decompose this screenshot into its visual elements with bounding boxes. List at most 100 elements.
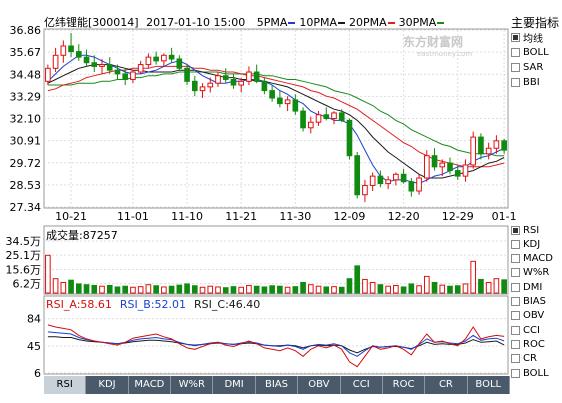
checkbox[interactable]: [511, 47, 520, 57]
volume-bar: [269, 285, 275, 294]
tab-roc[interactable]: ROC: [382, 376, 426, 394]
tab-boll[interactable]: BOLL: [467, 376, 510, 394]
checkbox[interactable]: [511, 368, 520, 378]
indicator-option-sar[interactable]: SAR: [511, 61, 543, 73]
candle-body: [431, 155, 438, 168]
indicator-option-label: CCI: [523, 324, 540, 336]
price-tick-label: 27.34: [10, 201, 42, 214]
candle-body: [246, 71, 252, 82]
volume-bar: [45, 254, 51, 294]
candle-body: [277, 97, 283, 105]
checkbox[interactable]: [511, 311, 520, 321]
indicator-option-dmi[interactable]: DMI: [511, 281, 542, 293]
checkbox[interactable]: [511, 239, 520, 249]
ma-legend-item: 10PMA: [299, 16, 346, 29]
checkbox[interactable]: [511, 339, 520, 349]
tab-obv[interactable]: OBV: [298, 376, 341, 394]
volume-bar: [454, 285, 461, 294]
indicator-option-roc[interactable]: ROC: [511, 338, 545, 350]
indicator-option-label: RSI: [523, 224, 540, 236]
volume-bar: [400, 286, 407, 294]
tab-macd[interactable]: MACD: [128, 376, 172, 394]
candle-body: [462, 164, 469, 177]
candle-body: [454, 170, 461, 177]
candle-body: [176, 58, 183, 69]
rsi-tick-label: 6: [34, 367, 41, 380]
volume-bar: [238, 286, 245, 294]
checkbox[interactable]: [511, 62, 520, 72]
checkbox[interactable]: [511, 77, 520, 87]
indicator-option-boll[interactable]: BOLL: [511, 367, 549, 379]
indicator-option-bbi[interactable]: BBI: [511, 76, 540, 88]
tab-w-r[interactable]: W%R: [171, 376, 214, 394]
checkbox[interactable]: [511, 282, 520, 292]
volume-bar: [478, 278, 484, 294]
volume-bar: [315, 285, 322, 294]
tab-cr[interactable]: CR: [425, 376, 468, 394]
candle-body: [292, 99, 299, 112]
ma-legend-item: 5PMA: [257, 16, 297, 29]
ma-legend-swatch: [437, 22, 445, 24]
date-tick-label: 12-20: [388, 210, 420, 223]
date-tick-label: 11-01: [117, 210, 149, 223]
checkbox[interactable]: [511, 225, 520, 235]
checkbox[interactable]: [511, 254, 520, 264]
indicator-option-rsi[interactable]: RSI: [511, 224, 539, 236]
volume-bar: [253, 285, 260, 294]
checkbox[interactable]: [511, 354, 520, 364]
price-tick-label: 30.91: [10, 135, 42, 148]
indicator-option-cr[interactable]: CR: [511, 353, 537, 365]
indicator-option-w-r[interactable]: W%R: [511, 267, 549, 279]
checkbox[interactable]: [511, 32, 520, 42]
indicator-option-label: SAR: [523, 61, 544, 73]
ma-legend-label: 10PMA: [299, 16, 338, 29]
tab-dmi[interactable]: DMI: [213, 376, 256, 394]
candle-body: [439, 162, 446, 168]
volume-bar: [52, 278, 59, 294]
indicator-option-obv[interactable]: OBV: [511, 310, 544, 322]
indicator-option-cci[interactable]: CCI: [511, 324, 540, 336]
volume-bar: [137, 286, 144, 294]
checkbox[interactable]: [511, 297, 520, 306]
checkbox[interactable]: [511, 325, 520, 335]
indicator-option-macd[interactable]: MACD: [511, 253, 553, 265]
candle-body: [315, 114, 322, 123]
indicator-option-boll[interactable]: BOLL: [511, 46, 549, 58]
tab-bias[interactable]: BIAS: [255, 376, 299, 394]
volume-bar: [99, 285, 105, 294]
tab-kdj[interactable]: KDJ: [86, 376, 129, 394]
candle-body: [423, 155, 430, 179]
ma-legend-item: 20PMA: [349, 16, 396, 29]
candle-body: [99, 64, 105, 67]
candle-body: [393, 173, 399, 181]
candle-body: [75, 51, 82, 58]
candle-body: [346, 119, 353, 157]
tab-cci[interactable]: CCI: [340, 376, 383, 394]
stock-code: [300014]: [88, 16, 139, 29]
checkbox[interactable]: [511, 268, 520, 278]
price-tick-label: 33.29: [10, 90, 42, 103]
volume-bar: [277, 285, 283, 294]
price-tick-label: 34.48: [10, 68, 42, 81]
volume-bar: [60, 281, 67, 294]
price-tick-label: 28.53: [10, 179, 42, 192]
tab-rsi[interactable]: RSI: [44, 376, 87, 394]
indicator-title: 主要指标: [511, 16, 560, 30]
volume-bar: [501, 279, 507, 294]
candle-body: [83, 56, 90, 64]
volume-tick-label: 15.6万: [6, 263, 42, 276]
price-tick-label: 35.67: [10, 46, 42, 59]
volume-bar: [331, 286, 337, 294]
indicator-option--[interactable]: 均线: [511, 31, 543, 45]
indicator-option-bias[interactable]: BIAS: [511, 296, 546, 308]
date-tick-label: 12-09: [333, 210, 365, 223]
candle-body: [153, 56, 159, 62]
volume-bar: [130, 286, 136, 294]
date-tick-label: 11-10: [171, 210, 203, 223]
volume-bar: [423, 275, 430, 294]
price-tick-label: 29.72: [10, 157, 42, 170]
indicator-option-label: BOLL: [523, 46, 549, 58]
indicator-option-kdj[interactable]: KDJ: [511, 238, 540, 250]
